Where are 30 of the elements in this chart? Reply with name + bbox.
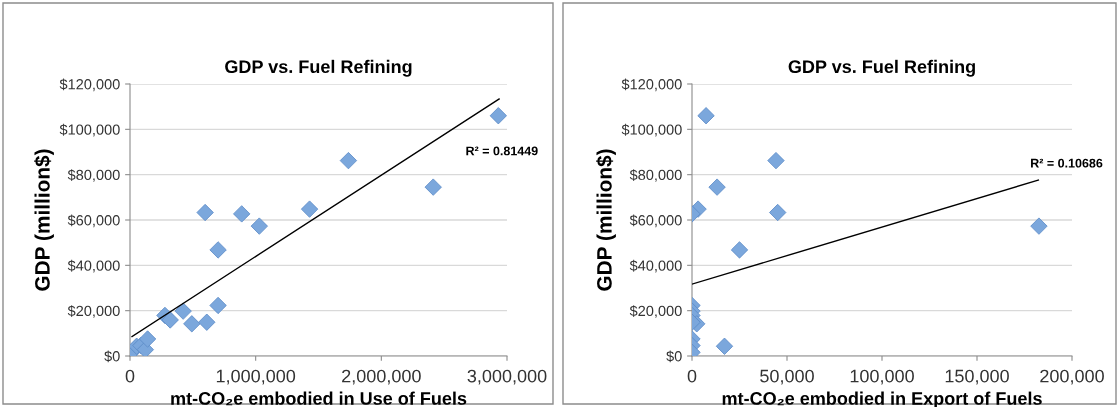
y-tick-label: $20,000 xyxy=(629,305,682,318)
y-tick-label: $60,000 xyxy=(67,214,120,228)
chart-title: GDP vs. Fuel Refining xyxy=(788,59,975,77)
y-tick-label: $80,000 xyxy=(67,169,120,182)
x-tick-label: 100,000 xyxy=(850,369,914,385)
x-tick-label: 2,000,000 xyxy=(342,369,421,385)
x-tick-label: 200,000 xyxy=(1040,369,1104,385)
annotation: R² = 0.81449 xyxy=(466,146,538,156)
y-tick-label: $0 xyxy=(666,350,682,363)
y-tick-label: $40,000 xyxy=(67,259,120,273)
y-tick-label: $80,000 xyxy=(629,169,682,182)
chart-title: GDP vs. Fuel Refining xyxy=(225,59,412,77)
annotation: R² = 0.10686 xyxy=(1031,158,1103,168)
x-tick-label: 3,000,000 xyxy=(467,369,547,385)
y-tick-label: $100,000 xyxy=(621,123,682,137)
x-tick-label: 150,000 xyxy=(945,369,1009,385)
y-tick-label: $60,000 xyxy=(629,214,682,228)
y-axis-title: GDP (million$) xyxy=(596,149,616,291)
x-axis-title: mt-CO₂e embodied in Use of Fuels xyxy=(171,391,467,406)
x-tick-label: 50,000 xyxy=(760,369,814,385)
x-tick-label: 0 xyxy=(125,369,135,383)
y-tick-label: $20,000 xyxy=(67,305,120,318)
y-tick-label: $0 xyxy=(104,350,120,363)
y-tick-label: $40,000 xyxy=(629,259,682,273)
y-tick-label: $120,000 xyxy=(59,78,120,92)
x-tick-label: 0 xyxy=(687,369,697,383)
y-tick-label: $120,000 xyxy=(621,78,682,92)
x-tick-label: 1,000,000 xyxy=(216,369,296,385)
y-axis-title: GDP (million$) xyxy=(34,149,54,291)
y-tick-label: $100,000 xyxy=(59,123,120,137)
